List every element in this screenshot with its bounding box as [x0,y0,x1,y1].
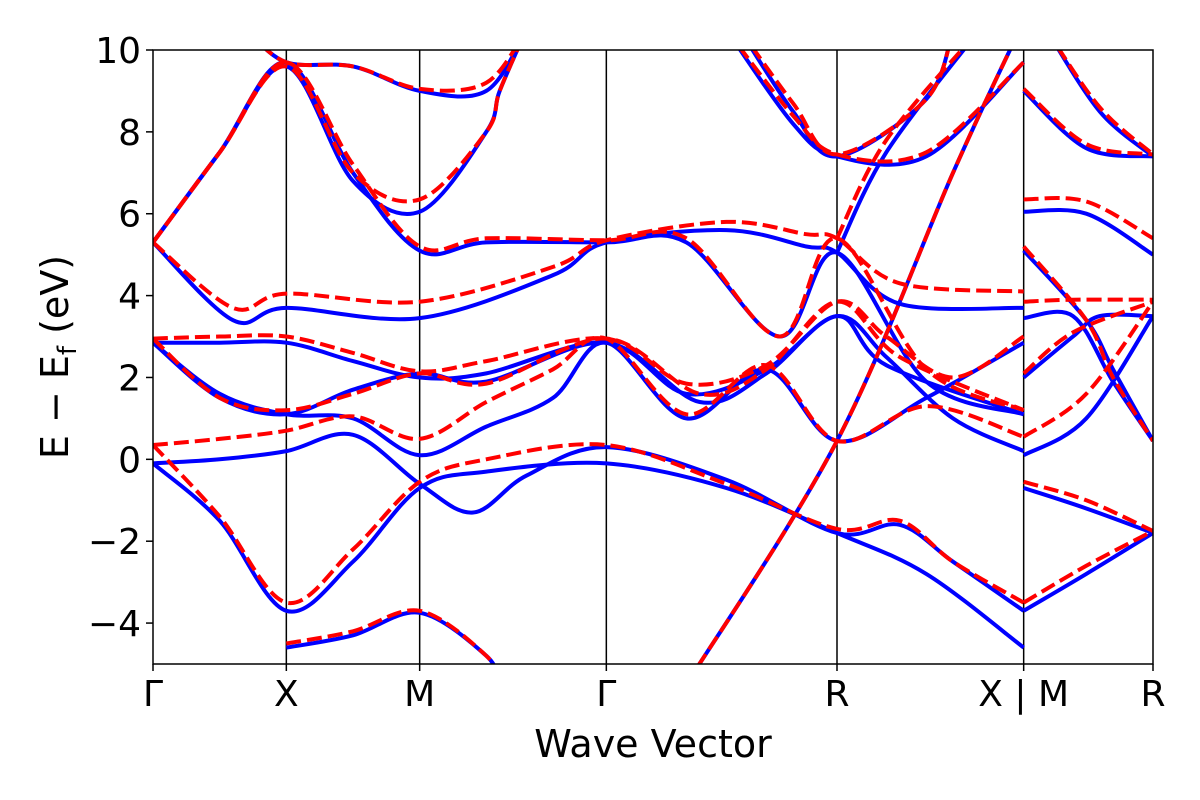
dashed-band-line [835,50,965,240]
dashed-band-line [739,50,1026,164]
y-axis-label-unit: (eV) [33,255,77,346]
x-tick-label: Γ [143,674,163,715]
dashed-band-line [263,50,517,93]
solid-band-line [153,460,1025,650]
x-tick-label: R [824,674,849,715]
dashed-band-line [1022,245,1153,442]
dashed-band-line [751,50,951,157]
dashed-band-line [153,335,1025,447]
y-axis-label-main: E − E [33,355,77,459]
dashed-band-line [285,608,496,664]
x-tick-label: Γ [596,674,616,715]
dashed-band-line [1023,479,1153,533]
dashed-band-line [153,50,520,244]
solid-band-line [1056,50,1153,158]
dashed-band-line [1022,299,1153,375]
y-tick-label: 8 [118,113,141,154]
dashed-band-line [1022,529,1153,605]
y-tick-label: 4 [118,277,141,318]
x-axis: Γ X M Γ R X | M R [143,664,1166,715]
y-axis-label-subscript: f [53,345,83,355]
dashed-band-line [1057,50,1153,156]
solid-band-line [1023,208,1153,257]
solid-band-line [1022,312,1153,380]
solid-band-line [1022,89,1153,159]
y-tick-label: 6 [118,195,141,236]
solid-band-line [1022,315,1153,457]
x-tick-label: X [274,674,299,715]
solid-band-line [1022,531,1153,613]
band-lines [153,50,1153,664]
x-axis-label: Wave Vector [534,722,772,766]
x-tick-label: M [404,674,435,715]
dashed-band-line [153,442,1025,605]
y-tick-label: −4 [88,604,141,645]
dashed-band-line [1022,87,1153,157]
y-axis: −4 −2 0 2 4 6 8 10 [88,31,153,645]
x-tick-label: R [1140,674,1165,715]
y-tick-label: −2 [88,522,141,563]
dashed-band-line [153,219,1024,312]
dashed-band-line [696,50,1013,664]
solid-band-line [153,314,1025,417]
solid-band-line [1023,309,1153,443]
y-axis-label: E − Ef (eV) [33,255,83,459]
y-tick-label: 10 [95,31,141,72]
x-tick-label: X | M [978,674,1069,715]
solid-band-line [1023,486,1153,535]
plot-frame [152,49,1154,665]
solid-band-line [153,431,1025,613]
dashed-band-line [153,299,1025,413]
y-tick-label: 0 [118,440,141,481]
y-tick-label: 2 [118,358,141,399]
dashed-band-line [1022,300,1153,439]
dashed-band-line [153,60,1025,413]
dashed-band-line [153,299,1025,387]
